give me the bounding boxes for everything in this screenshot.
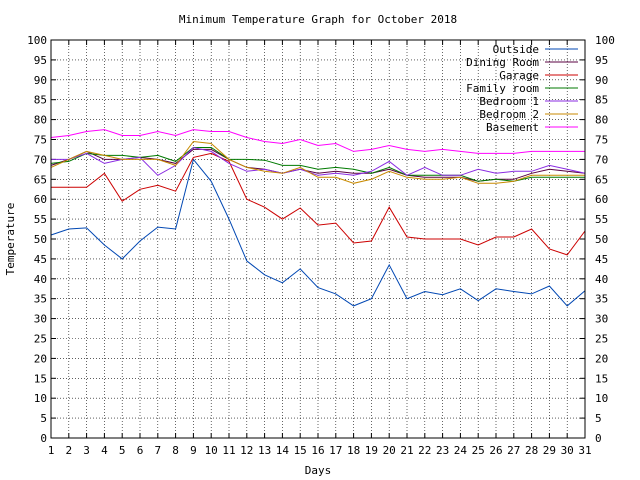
series-line-bedroom-1 [51,146,586,176]
y-tick-label: 0 [40,432,47,445]
y-tick-label: 5 [40,412,47,425]
y-tick-label-right: 75 [595,134,608,147]
y-tick-label-right: 5 [595,412,602,425]
y-tick-label: 70 [34,153,47,166]
y-tick-label-right: 0 [595,432,602,445]
x-tick-label: 5 [119,444,126,457]
x-tick-label: 20 [383,444,396,457]
x-tick-label: 25 [472,444,485,457]
series-line-family-room [50,147,585,182]
x-tick-label: 22 [418,444,431,457]
y-tick-label: 75 [34,134,47,147]
legend-label-family-room: Family room [466,82,539,95]
y-tick-label: 90 [34,74,47,87]
y-tick-label-right: 25 [595,333,608,346]
legend-label-dining-room: Dining Room [466,56,539,69]
y-tick-label-right: 30 [595,313,608,326]
y-tick-label-right: 10 [595,392,608,405]
y-tick-label: 50 [34,233,47,246]
series-line-basement [50,129,585,154]
x-tick-label: 1 [48,444,55,457]
series-line-bedroom-2 [50,140,585,184]
y-tick-label-right: 40 [595,273,608,286]
y-tick-label-right: 70 [595,153,608,166]
x-tick-label: 18 [347,444,360,457]
y-tick-label-right: 50 [595,233,608,246]
y-tick-label: 20 [34,352,47,365]
y-tick-label: 100 [27,34,47,47]
x-axis-label: Days [305,464,332,477]
y-tick-label: 80 [34,114,47,127]
plot-frame [50,39,586,439]
y-tick-label: 95 [34,54,47,67]
legend-label-outside: Outside [493,43,539,56]
x-tick-label: 24 [454,444,468,457]
x-tick-label: 15 [294,444,307,457]
series-line-outside [50,158,586,307]
x-tick-label: 6 [137,444,144,457]
y-tick-label: 55 [34,213,47,226]
y-tick-label-right: 100 [595,34,615,47]
y-tick-label-right: 20 [595,352,608,365]
x-tick-label: 31 [578,444,591,457]
y-tick-label-right: 45 [595,253,608,266]
y-tick-label-right: 80 [595,114,608,127]
y-tick-label-right: 95 [595,54,608,67]
x-tick-label: 4 [101,444,108,457]
y-tick-label-right: 35 [595,293,608,306]
x-tick-label: 2 [65,444,72,457]
y-tick-label-right: 55 [595,213,608,226]
x-tick-label: 9 [190,444,197,457]
x-tick-label: 23 [436,444,449,457]
x-tick-label: 19 [365,444,378,457]
x-tick-label: 14 [276,444,290,457]
y-tick-label-right: 90 [595,74,608,87]
y-tick-label-right: 15 [595,372,608,385]
y-tick-label: 40 [34,273,47,286]
x-tick-label: 7 [154,444,161,457]
y-axis-label: Temperature [4,203,17,276]
x-tick-label: 13 [258,444,271,457]
x-tick-label: 29 [543,444,556,457]
grid-lines [51,40,585,438]
x-tick-label: 10 [205,444,218,457]
y-tick-label-right: 85 [595,94,608,107]
x-tick-label: 21 [400,444,413,457]
x-tick-label: 30 [561,444,574,457]
x-tick-label: 3 [83,444,90,457]
y-tick-label: 35 [34,293,47,306]
y-tick-label: 25 [34,333,47,346]
legend-label-bedroom-1: Bedroom 1 [479,95,539,108]
y-tick-label: 30 [34,313,47,326]
y-tick-label-right: 60 [595,193,608,206]
chart-title: Minimum Temperature Graph for October 20… [179,13,457,26]
x-tick-label: 8 [172,444,179,457]
legend-label-garage: Garage [499,69,539,82]
x-tick-label: 27 [507,444,520,457]
x-tick-label: 17 [329,444,342,457]
x-tick-label: 12 [240,444,253,457]
y-tick-label: 60 [34,193,47,206]
y-tick-label: 65 [34,173,47,186]
x-tick-label: 16 [311,444,324,457]
series-lines [50,129,586,307]
y-tick-label: 15 [34,372,47,385]
y-tick-label-right: 65 [595,173,608,186]
y-tick-label: 45 [34,253,47,266]
legend-label-basement: Basement [486,121,539,134]
series-line-garage [51,152,586,256]
y-tick-label: 10 [34,392,47,405]
x-tick-label: 26 [489,444,502,457]
legend-label-bedroom-2: Bedroom 2 [479,108,539,121]
x-tick-label: 11 [222,444,235,457]
x-tick-label: 28 [525,444,538,457]
y-tick-label: 85 [34,94,47,107]
